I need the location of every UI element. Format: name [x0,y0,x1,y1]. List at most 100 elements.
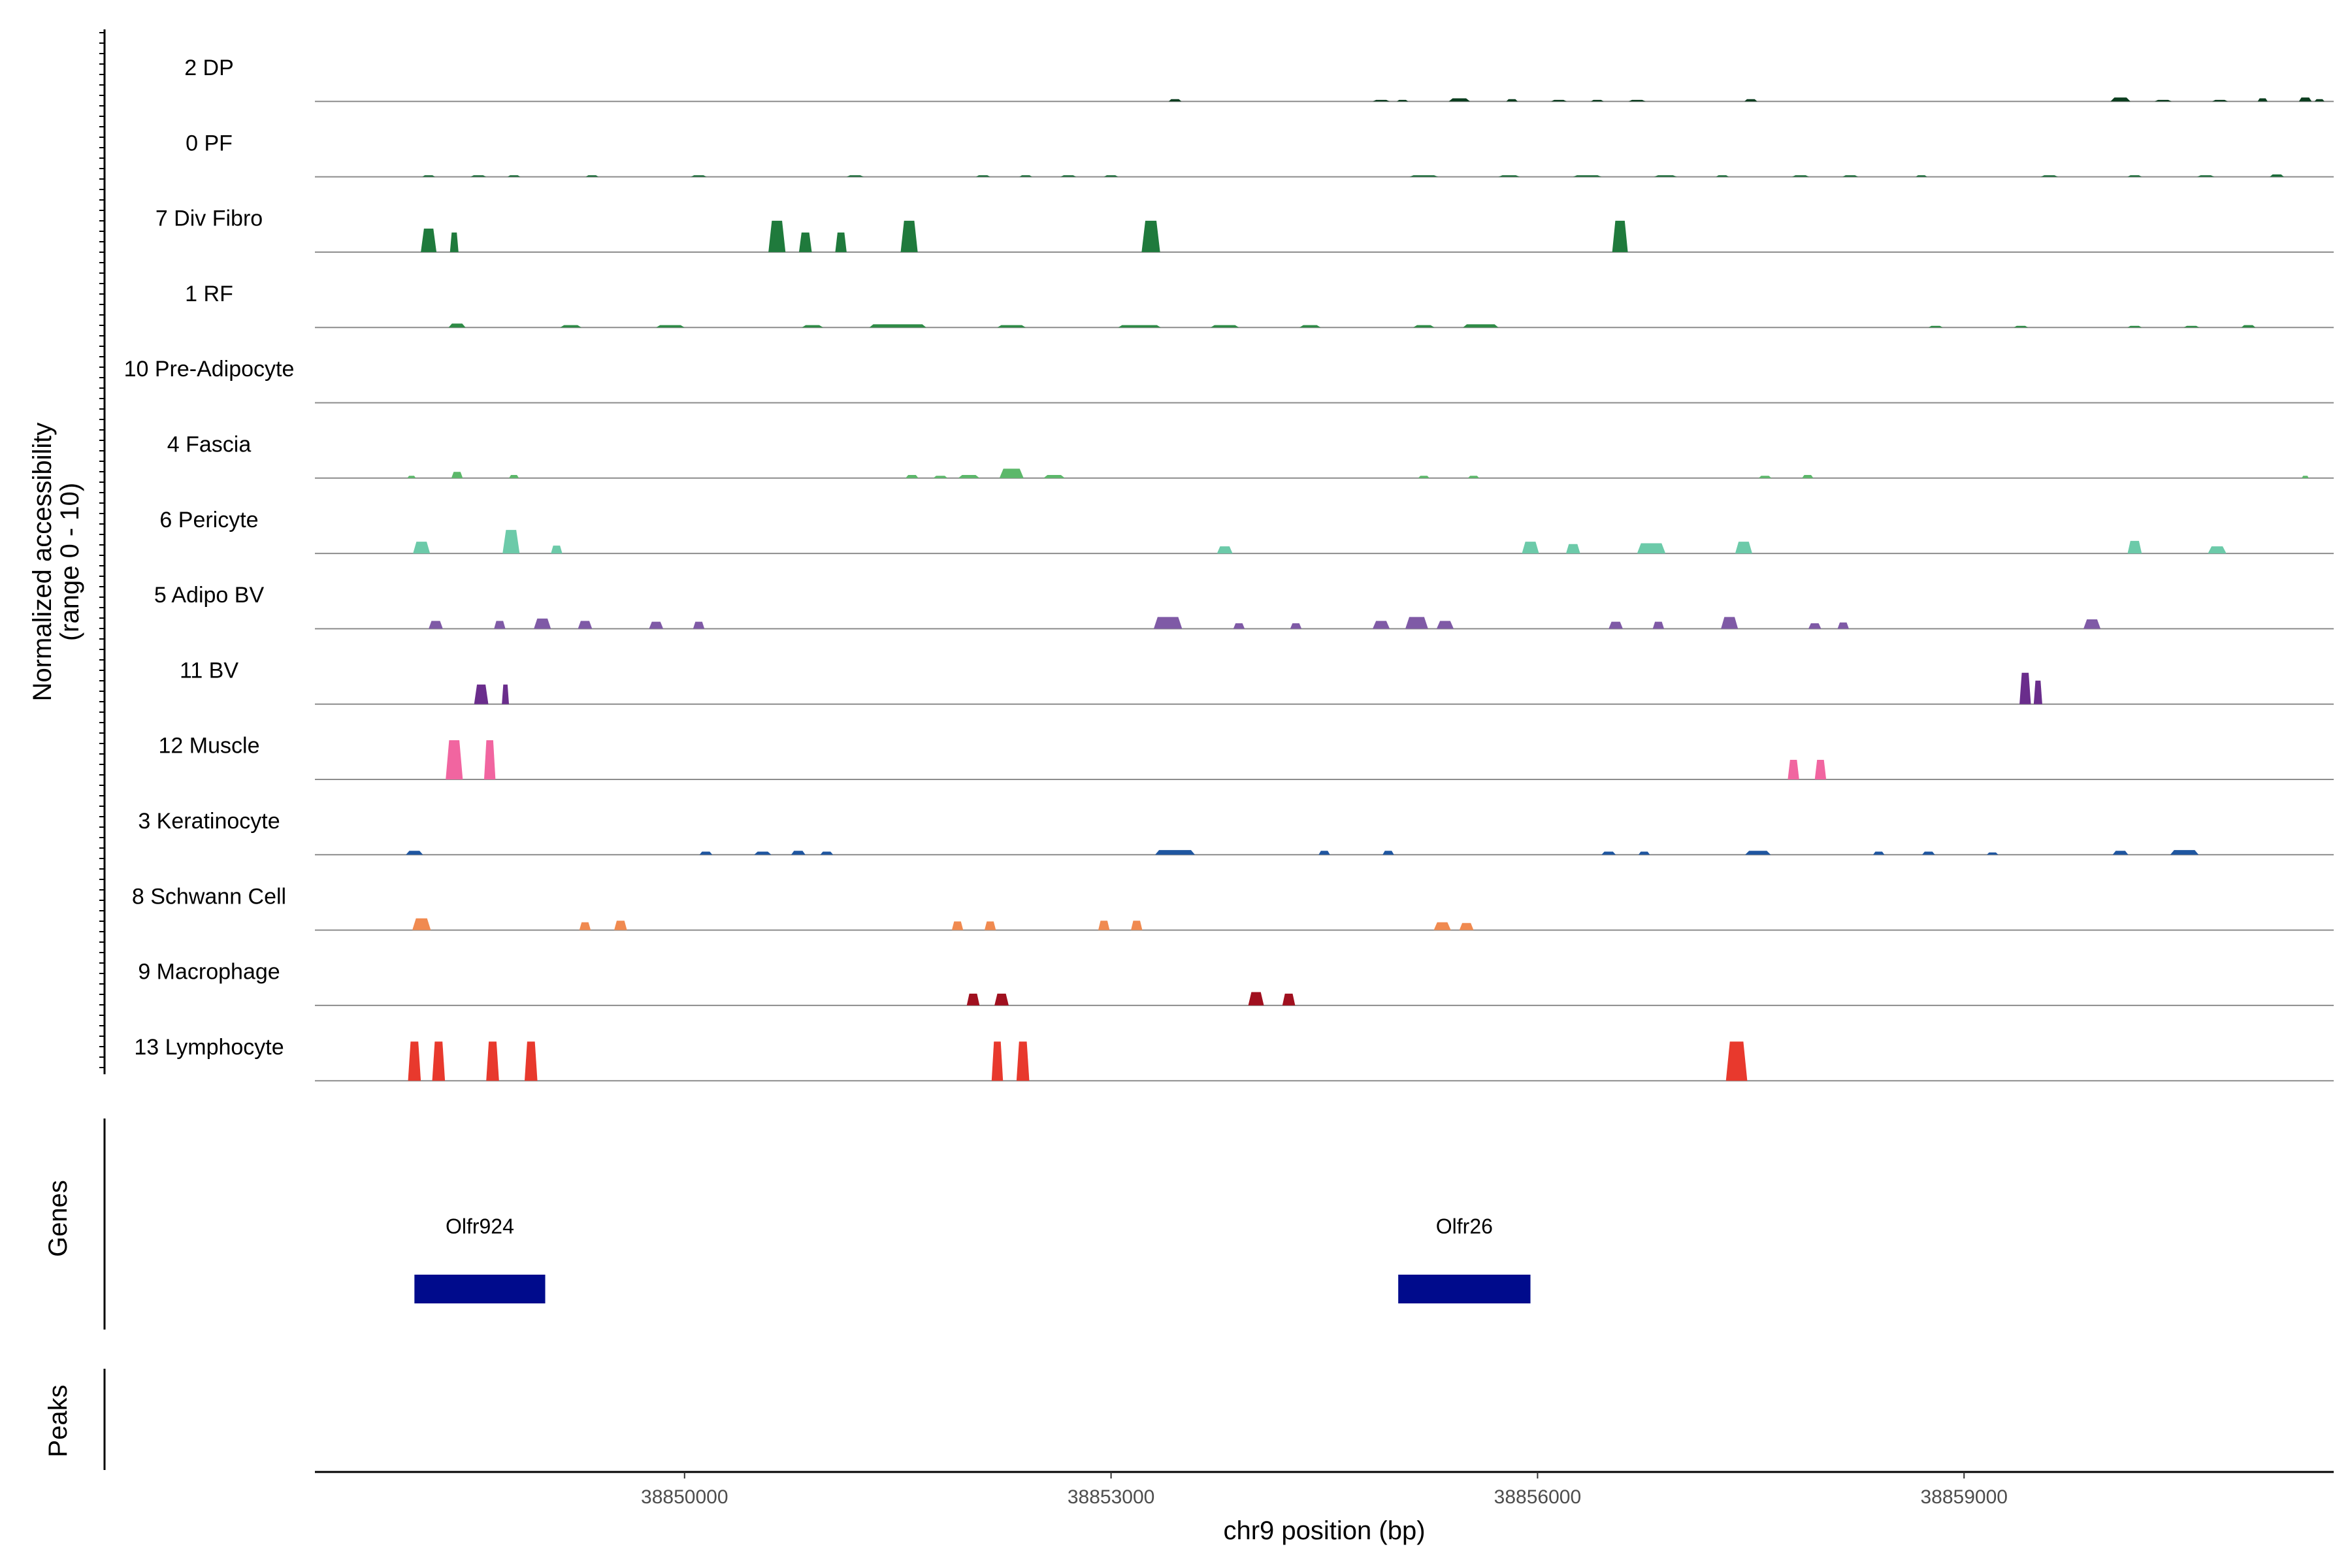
accessibility-peak [412,918,431,930]
accessibility-peak [984,921,996,930]
accessibility-peak [2257,98,2268,102]
accessibility-peak [1118,325,1161,328]
track-label: 10 Pre-Adipocyte [124,357,295,382]
accessibility-peak [413,542,431,554]
accessibility-peak [1551,99,1567,102]
gene-body [1398,1275,1531,1303]
track-label: 4 Fascia [167,433,252,457]
accessibility-peak [991,1041,1004,1081]
track-14: 13 Lymphocyte [134,1035,2334,1082]
accessibility-peak [1413,325,1435,328]
accessibility-peak [1721,617,1739,629]
accessibility-peak [408,1041,421,1081]
y-axis-title-line2: (range 0 - 10) [56,483,84,641]
x-tick-label: 38856000 [1494,1486,1581,1508]
accessibility-peak [951,921,964,930]
x-tick-label: 38859000 [1920,1486,2007,1508]
accessibility-peak [1591,99,1604,102]
accessibility-peak [422,175,435,177]
track-9: 11 BV [180,658,2334,705]
accessibility-peak [432,1041,446,1081]
accessibility-peak [1522,542,1539,554]
accessibility-peak [470,175,487,177]
x-tick-label: 38850000 [641,1486,728,1508]
track-label: 9 Macrophage [138,960,280,985]
y-axis-title-line1: Normalized accessibility [28,423,57,702]
accessibility-peak [933,476,948,478]
accessibility-peak [1016,1041,1030,1081]
accessibility-peak [791,851,806,855]
accessibility-peak [1233,623,1245,629]
accessibility-peak [2208,546,2227,554]
accessibility-peak [1808,623,1821,629]
accessibility-peak [994,993,1009,1005]
accessibility-peak [1744,99,1757,102]
accessibility-peak [585,175,599,177]
track-10: 12 Muscle [159,734,2334,780]
accessibility-peak [693,621,705,629]
accessibility-peak [869,324,926,328]
accessibility-peak [999,468,1024,478]
accessibility-peak [1418,476,1430,478]
accessibility-peak [1433,922,1451,930]
accessibility-peak [768,220,786,252]
accessibility-peak [802,325,823,328]
accessibility-peak [2302,476,2309,478]
accessibility-peak [560,325,582,328]
accessibility-peak [551,546,563,554]
track-label: 3 Keratinocyte [138,809,280,834]
accessibility-peak [1565,544,1580,554]
accessibility-peak [1405,617,1428,629]
accessibility-peak [2197,175,2215,177]
accessibility-peak [1837,622,1849,629]
accessibility-peak [1463,324,1499,328]
accessibility-peak [846,175,864,177]
accessibility-peak [486,1041,499,1081]
accessibility-peak [1409,175,1439,177]
accessibility-peak [1716,175,1729,177]
accessibility-peak [2127,175,2142,177]
accessibility-peak [900,220,918,252]
accessibility-peak [451,472,463,478]
tracks: 2 DP 0 PF 7 Div Fibro 1 RF 10 Pre-Adipocyte 4… [124,56,2334,1082]
accessibility-peak [1814,760,1827,779]
track-11: 3 Keratinocyte [138,809,2334,856]
accessibility-peak [997,325,1026,328]
x-axis: 38850000 38853000 38856000 38859000 [315,1471,2334,1508]
accessibility-peak [1103,175,1119,177]
accessibility-peak [2270,174,2284,177]
accessibility-peak [502,684,510,704]
accessibility-peak [1382,851,1394,855]
accessibility-peak [474,684,489,704]
accessibility-peak [2298,97,2312,102]
x-tick-label: 38853000 [1068,1486,1154,1508]
track-8: 5 Adipo BV [154,583,2334,630]
accessibility-peak [2241,325,2256,328]
accessibility-peak [1872,851,1885,855]
accessibility-peak [2127,325,2142,328]
accessibility-peak [1282,993,1296,1005]
accessibility-peak [509,475,519,478]
accessibility-peak [699,851,713,855]
accessibility-peak [429,621,443,629]
accessibility-peak [2112,851,2129,855]
accessibility-peak [1802,475,1814,478]
accessibility-peak [1922,851,1935,855]
accessibility-peak [1459,923,1474,930]
accessibility-peak [2212,99,2228,102]
accessibility-peak [1637,543,1666,554]
accessibility-peak [449,232,459,252]
x-axis-title: chr9 position (bp) [1223,1516,1425,1545]
accessibility-peak [2170,850,2199,855]
accessibility-peak [1098,921,1110,930]
track-2: 0 PF [186,131,2334,178]
accessibility-peak [835,232,847,252]
track-label: 7 Div Fibro [155,206,263,231]
accessibility-peak [1654,175,1677,177]
accessibility-peak [1168,99,1182,102]
accessibility-peak [2019,672,2031,704]
accessibility-peak [614,921,627,930]
accessibility-peak [1987,852,1999,855]
